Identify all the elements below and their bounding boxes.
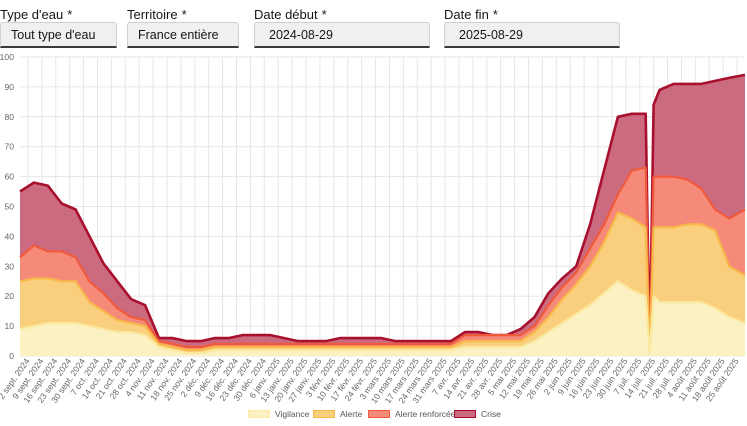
legend-swatch	[248, 410, 270, 418]
filter-water-type-label: Type d'eau *	[0, 7, 73, 22]
y-tick-label: 30	[4, 261, 14, 271]
line-crise	[19, 73, 746, 355]
legend-swatch	[368, 410, 390, 418]
filter-territory-label: Territoire *	[127, 7, 187, 22]
line-alerte	[19, 211, 746, 355]
legend-swatch	[454, 410, 476, 418]
line-alerte-renforc-e	[19, 166, 746, 355]
y-tick-label: 70	[4, 142, 14, 152]
legend-item-crise[interactable]: Crise	[454, 409, 501, 419]
y-tick-label: 60	[4, 172, 14, 182]
legend-label: Alerte	[340, 409, 363, 419]
chart-legend: Vigilance Alerte Alerte renforcée Crise	[0, 409, 747, 423]
legend-item-alerte-renforc-e[interactable]: Alerte renforcée	[368, 409, 455, 419]
y-tick-label: 50	[4, 202, 14, 212]
legend-swatch	[313, 410, 335, 418]
legend-label: Alerte renforcée	[395, 409, 456, 419]
territory-select[interactable]: France entière	[127, 22, 239, 48]
area-vigilance	[20, 281, 745, 356]
line-vigilance	[19, 280, 746, 355]
filter-start-date: Date début *	[254, 6, 327, 24]
y-tick-label: 80	[4, 112, 14, 122]
area-alerte	[20, 212, 745, 356]
end-date-input[interactable]: 2025-08-29	[444, 22, 620, 48]
start-date-input[interactable]: 2024-08-29	[254, 22, 430, 48]
legend-item-vigilance[interactable]: Vigilance	[248, 409, 309, 419]
y-tick-label: 20	[4, 291, 14, 301]
filter-territory: Territoire *	[127, 6, 187, 24]
y-tick-label: 0	[9, 351, 14, 361]
filter-end-date: Date fin *	[444, 6, 498, 24]
y-tick-label: 10	[4, 321, 14, 331]
legend-item-alerte[interactable]: Alerte	[313, 409, 362, 419]
water-type-select[interactable]: Tout type d'eau	[0, 22, 117, 48]
legend-label: Crise	[481, 409, 501, 419]
filter-bar: Type d'eau * Tout type d'eau Territoire * …	[0, 0, 747, 56]
filter-end-date-label: Date fin *	[444, 7, 498, 22]
filter-start-date-label: Date début *	[254, 7, 327, 22]
y-axis: 0 10 20 30 40 50 60 70 80 90 100	[0, 52, 14, 361]
chart-areas	[19, 73, 746, 357]
y-tick-label: 100	[0, 52, 14, 62]
y-tick-label: 90	[4, 82, 14, 92]
legend-label: Vigilance	[275, 409, 310, 419]
y-tick-label: 40	[4, 231, 14, 241]
filter-water-type: Type d'eau *	[0, 6, 72, 24]
